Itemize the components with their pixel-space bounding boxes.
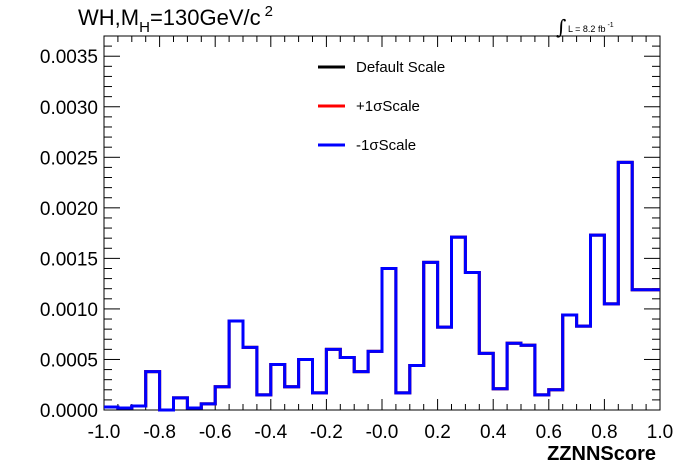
y-tick-label: 0.0015 [40, 249, 98, 270]
luminosity-label: L = 8.2 fb -1 [568, 22, 614, 34]
title-rest: =130GeV/c [150, 5, 261, 30]
x-tick-label: 1.0 [647, 422, 673, 443]
chart-title: WH,MH=130GeV/c 2 [78, 3, 273, 36]
y-tick-label: 0.0025 [40, 148, 98, 169]
integral-symbol: ∫ [556, 15, 566, 39]
x-tick-label: 0.2 [424, 422, 450, 443]
y-tick-label: 0.0020 [40, 199, 98, 220]
y-tick-label: 0.0005 [40, 350, 98, 371]
y-tick-label: 0.0000 [40, 401, 98, 422]
x-axis: -1.0 -0.8 -0.6 -0.4 -0.2 -0.0 0.2 0.4 0.6 0.8 1.0 [88, 36, 673, 443]
title-main: WH,M [78, 5, 139, 30]
series-layer [104, 160, 660, 412]
y-tick-label: 0.0030 [40, 98, 98, 119]
legend-label: +1σScale [356, 98, 420, 115]
title-superscript: 2 [265, 3, 273, 20]
title-subscript: H [139, 19, 150, 36]
plot-frame [103, 35, 661, 411]
x-tick-label: -0.4 [254, 422, 287, 443]
legend-label: Default Scale [356, 59, 445, 76]
y-tick-label: 0.0035 [40, 47, 98, 68]
y-tick-label: 0.0010 [40, 300, 98, 321]
x-tick-label: 0.8 [591, 422, 617, 443]
x-tick-label: -1.0 [88, 422, 121, 443]
x-tick-label: 0.6 [536, 422, 562, 443]
luminosity-superscript: -1 [607, 22, 613, 29]
x-axis-title: ZZNNScore [547, 443, 656, 465]
luminosity-text: L = 8.2 fb [568, 24, 605, 34]
x-tick-label: -0.0 [366, 422, 399, 443]
x-tick-label: 0.4 [480, 422, 507, 443]
legend-label: -1σScale [356, 137, 416, 154]
x-tick-label: -0.6 [199, 422, 232, 443]
series-line-3 [104, 160, 660, 412]
y-axis: 0.0000 0.0005 0.0010 0.0015 0.0020 0.0025 0.00… [40, 35, 660, 422]
legend: Default Scale +1σScale -1σScale [318, 59, 445, 154]
x-tick-label: -0.2 [310, 422, 343, 443]
x-tick-label: -0.8 [143, 422, 176, 443]
